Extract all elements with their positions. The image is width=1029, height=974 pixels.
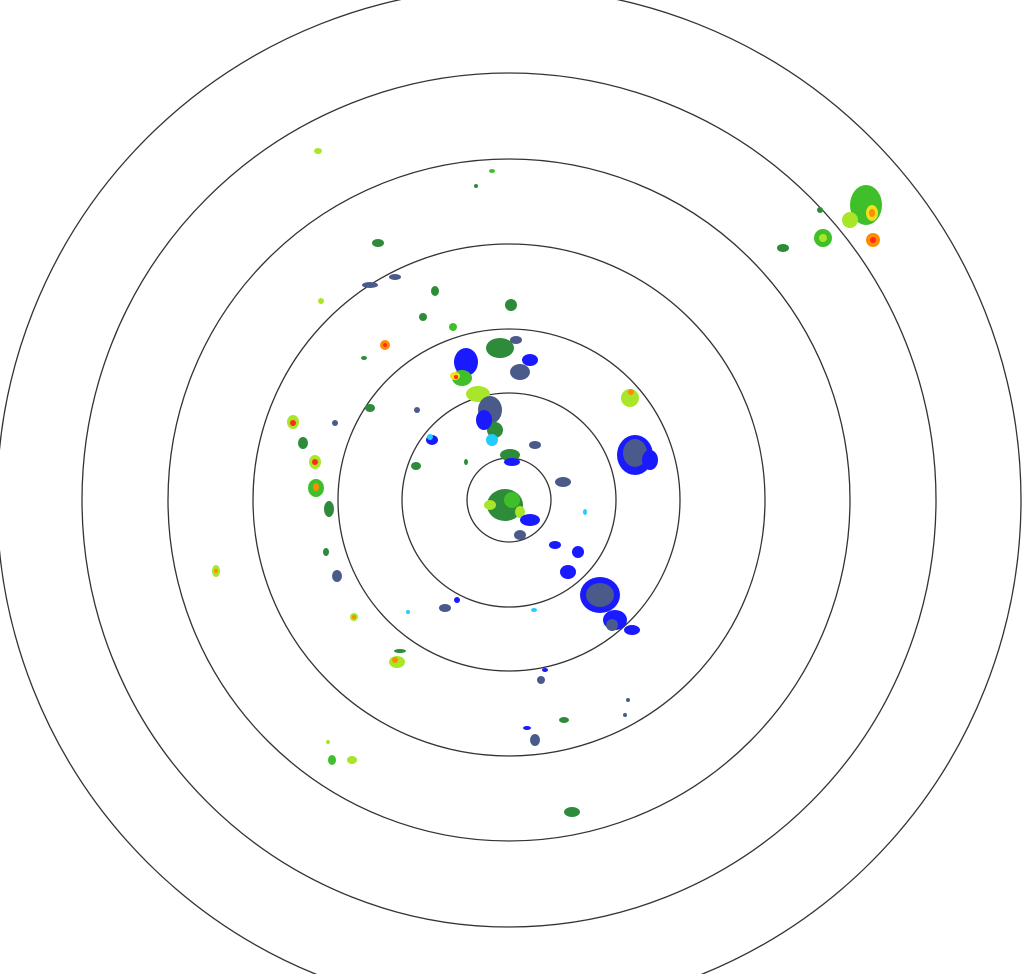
echo-cell [464, 459, 468, 465]
echo-cell [414, 407, 420, 413]
echo-cell [454, 348, 478, 376]
echo-cell [347, 756, 357, 764]
echo-cell [406, 610, 410, 614]
echo-cell [454, 375, 458, 379]
echo-cell [505, 299, 517, 311]
echo-cell [500, 449, 520, 461]
echo-cell [819, 234, 827, 242]
echo-cell [510, 336, 522, 344]
echo-cell [214, 569, 218, 573]
echo-cell [817, 207, 823, 213]
echo-cell [318, 298, 324, 304]
echo-cell [530, 734, 540, 746]
echo-cell [623, 439, 647, 467]
echo-cell [777, 244, 789, 252]
range-ring-5 [167, 158, 851, 842]
echo-cell [419, 313, 427, 321]
echo-cell [626, 698, 630, 702]
echo-cell [394, 649, 406, 653]
echo-cell [332, 420, 338, 426]
echo-cell [484, 500, 496, 510]
precipitation-echoes [212, 148, 882, 817]
echo-cell [313, 483, 319, 491]
echo-cell [504, 492, 520, 508]
echo-cell [572, 546, 584, 558]
echo-cell [362, 282, 378, 288]
echo-cell [522, 354, 538, 366]
echo-cell [439, 604, 451, 612]
echo-cell [621, 389, 639, 407]
echo-cell [869, 209, 875, 217]
echo-cell [323, 548, 329, 556]
echo-cell [476, 410, 492, 430]
range-ring-6 [81, 72, 937, 928]
echo-cell [361, 356, 367, 360]
echo-cell [487, 422, 503, 438]
echo-cell [549, 541, 561, 549]
echo-cell [365, 404, 375, 412]
echo-cell [486, 434, 498, 446]
echo-cell [427, 434, 433, 440]
echo-cell [431, 286, 439, 296]
echo-cell [842, 212, 858, 228]
echo-cell [449, 323, 457, 331]
echo-cell [328, 755, 336, 765]
echo-cell [454, 597, 460, 603]
echo-cell [298, 437, 308, 449]
range-ring-2 [401, 392, 617, 608]
echo-cell [523, 726, 531, 730]
echo-cell [628, 389, 634, 395]
echo-cell [606, 619, 618, 631]
echo-cell [520, 514, 540, 526]
echo-cell [312, 459, 318, 465]
echo-cell [870, 237, 876, 243]
echo-cell [542, 668, 548, 672]
echo-cell [564, 807, 580, 817]
echo-cell [583, 509, 587, 515]
echo-cell [486, 338, 514, 358]
echo-cell [514, 530, 526, 540]
echo-cell [411, 462, 421, 470]
echo-cell [392, 657, 398, 663]
echo-cell [290, 420, 296, 426]
echo-cell [504, 458, 520, 466]
echo-cell [586, 583, 614, 607]
echo-cell [537, 676, 545, 684]
echo-cell [474, 184, 478, 188]
echo-cell [531, 608, 537, 612]
echo-cell [489, 169, 495, 173]
echo-cell [389, 274, 401, 280]
echo-cell [560, 565, 576, 579]
echo-cell [314, 148, 322, 154]
echo-cell [555, 477, 571, 487]
echo-cell [332, 570, 342, 582]
echo-cell [324, 501, 334, 517]
range-ring-3 [337, 328, 681, 672]
echo-cell [642, 450, 658, 470]
echo-cell [529, 441, 541, 449]
echo-cell [559, 717, 569, 723]
echo-cell [623, 713, 627, 717]
echo-cell [352, 615, 356, 619]
range-ring-4 [252, 243, 766, 757]
echo-cell [624, 625, 640, 635]
echo-cell [383, 343, 387, 347]
echo-cell [372, 239, 384, 247]
echo-cell [326, 740, 330, 744]
echo-cell [515, 506, 525, 518]
echo-cell [510, 364, 530, 380]
